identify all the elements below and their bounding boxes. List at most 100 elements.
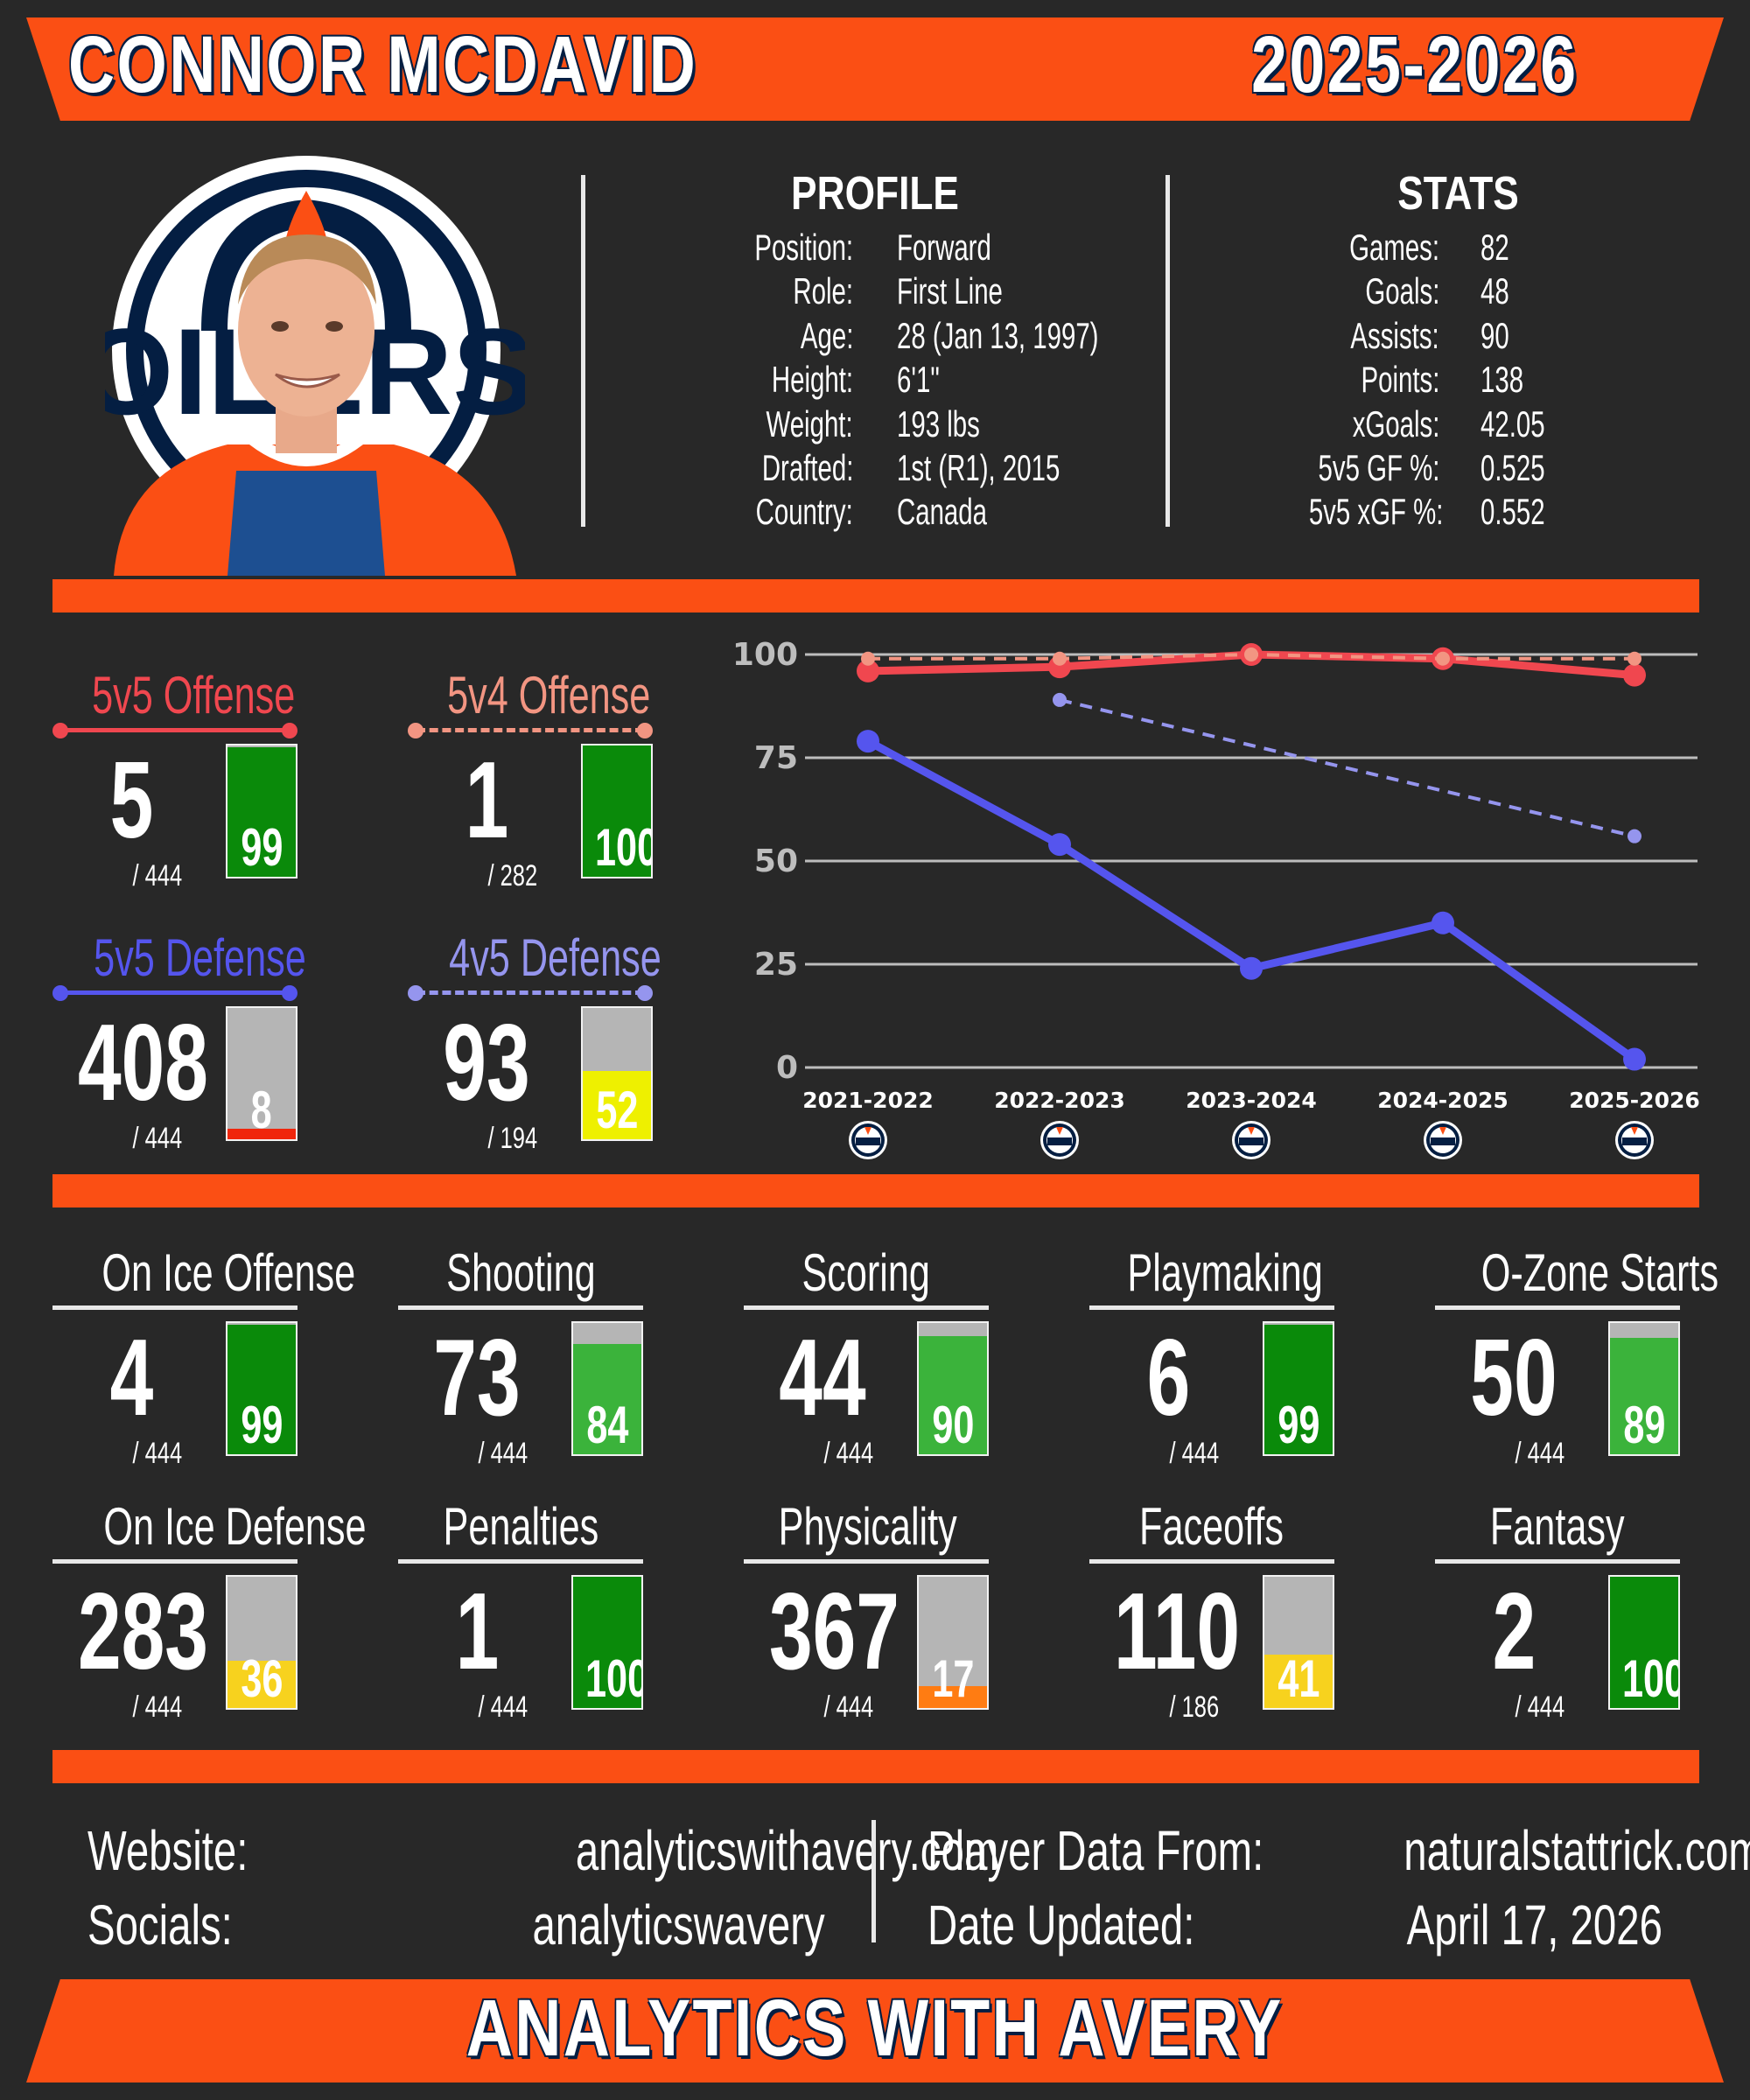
y-tick-label: 75 [754, 740, 798, 776]
stat-tile-label: On Ice Offense [102, 1243, 356, 1302]
divider [581, 175, 585, 527]
series-point [1623, 1047, 1646, 1071]
percentile-value: 17 [931, 1649, 975, 1708]
stat-tile-label: 5v5 Offense [92, 666, 296, 724]
percentile-bar: 100 [581, 744, 653, 878]
percentile-value: 36 [240, 1649, 284, 1708]
percentile-fill [573, 1577, 641, 1708]
series-point [1628, 829, 1642, 844]
stat-rank: 110 [1114, 1572, 1241, 1692]
stat-tile-label: Faceoffs [1139, 1497, 1284, 1556]
updated-label: Date Updated: [928, 1894, 1195, 1956]
y-tick-label: 0 [776, 1050, 798, 1086]
series-point [1244, 648, 1258, 662]
series-point [857, 659, 879, 682]
stats-value: 48 [1480, 270, 1509, 312]
percentile-value: 99 [240, 1396, 284, 1454]
y-tick-label: 100 [732, 637, 798, 673]
season-title: 2025-2026 [1251, 20, 1578, 109]
label-underline [744, 1559, 989, 1564]
x-tick-label: 2021-2022 [802, 1088, 934, 1113]
stats-value: 42.05 [1480, 402, 1545, 444]
percentile-bar: 100 [571, 1575, 643, 1710]
percentile-bar: 36 [226, 1575, 298, 1710]
profile-value: 6'1" [897, 359, 940, 401]
section-stripe [52, 1174, 1699, 1208]
profile-keys: Position: Role: Age: Height: Weight: Drafted:… [665, 226, 853, 535]
stats-key: 5v5 xGF %: [1308, 491, 1444, 533]
stat-tile-label: 4v5 Defense [449, 928, 662, 987]
percentile-value: 99 [1277, 1396, 1320, 1454]
percentile-bar: 99 [226, 1321, 298, 1456]
stat-tile-label: 5v5 Defense [94, 928, 306, 987]
legend-dot [408, 985, 424, 1001]
stat-rank-total: / 444 [823, 1437, 874, 1470]
stat-tile: Fantasy 2/ 444 100 [1435, 1496, 1680, 1724]
percentile-trend-chart: 0 25 50 75 100 2021-2022 2022-2023 2023-2024 20… [732, 637, 1700, 1159]
divider [1166, 175, 1170, 527]
percentile-bar: 99 [226, 744, 298, 878]
socials-handle[interactable]: analyticswavery [532, 1894, 825, 1956]
profile-value: 1st (R1), 2015 [897, 447, 1060, 489]
percentile-bar: 17 [917, 1575, 989, 1710]
series-point [1240, 956, 1263, 980]
stat-rank: 73 [433, 1318, 521, 1438]
stat-tile-label: Shooting [445, 1243, 596, 1302]
stat-tile: On Ice Offense 4/ 444 99 [52, 1242, 356, 1470]
profile-key: Position: [754, 227, 853, 268]
stat-rank-total: / 186 [1169, 1690, 1220, 1724]
stat-tile: Shooting 73/ 444 84 [398, 1242, 643, 1470]
label-underline [1089, 1559, 1334, 1564]
legend-dot [637, 723, 653, 738]
percentile-bar: 100 [1608, 1575, 1680, 1710]
team-logo-icon [1040, 1121, 1079, 1159]
stat-rank-total: / 444 [132, 1122, 183, 1155]
stat-rank-total: / 444 [1515, 1437, 1565, 1470]
y-tick-label: 50 [754, 844, 798, 879]
percentile-value: 84 [585, 1396, 629, 1454]
stat-rank: 283 [77, 1572, 208, 1692]
stat-rank: 5 [109, 740, 153, 861]
percentile-value: 99 [240, 818, 284, 877]
percentile-fill [583, 1071, 651, 1139]
profile-heading: PROFILE [791, 167, 959, 220]
profile-key: Weight: [766, 402, 853, 444]
stats-values: 82 48 90 138 42.05 0.525 0.552 [1480, 226, 1656, 535]
legend-dot [282, 723, 298, 738]
percentile-bar: 99 [1263, 1321, 1334, 1456]
series-point [857, 730, 879, 753]
stat-tile: Playmaking 6/ 444 99 [1089, 1242, 1334, 1470]
percentile-bar: 41 [1263, 1575, 1334, 1710]
series-point [1048, 833, 1071, 857]
stat-tile: Physicality 367/ 444 17 [744, 1496, 989, 1724]
brand-title: ANALYTICS WITH AVERY [466, 1984, 1284, 2073]
profile-key: Age: [800, 314, 853, 356]
series-point [1623, 663, 1646, 687]
source-link[interactable]: naturalstattrick.com [1404, 1819, 1750, 1882]
stat-rank: 1 [465, 740, 508, 861]
stats-key: Points: [1361, 359, 1439, 401]
team-logo-icon [1424, 1121, 1462, 1159]
socials-label: Socials: [88, 1894, 233, 1956]
footer-banner [26, 1979, 1724, 2082]
stat-tile: Faceoffs 110/ 186 41 [1089, 1496, 1334, 1724]
website-label: Website: [88, 1819, 248, 1882]
legend-dot [637, 985, 653, 1001]
profile-value: First Line [897, 270, 1003, 312]
team-logo-icon [1232, 1121, 1270, 1159]
label-underline [61, 990, 289, 995]
stats-key: Goals: [1365, 270, 1439, 312]
stat-rank: 408 [77, 1003, 208, 1124]
profile-key: Drafted: [761, 447, 853, 489]
x-tick-label: 2023-2024 [1186, 1088, 1317, 1113]
legend-dot [52, 723, 68, 738]
percentile-fill [1264, 1324, 1333, 1454]
percentile-value: 100 [595, 818, 653, 877]
stat-rank-total: / 444 [478, 1690, 528, 1724]
percentile-value: 52 [595, 1081, 639, 1139]
website-link[interactable]: analyticswithavery.com [575, 1819, 999, 1882]
series-point [1436, 651, 1450, 666]
stats-value: 90 [1480, 314, 1509, 356]
percentile-fill [1264, 1654, 1333, 1708]
stats-value: 0.552 [1480, 491, 1545, 533]
